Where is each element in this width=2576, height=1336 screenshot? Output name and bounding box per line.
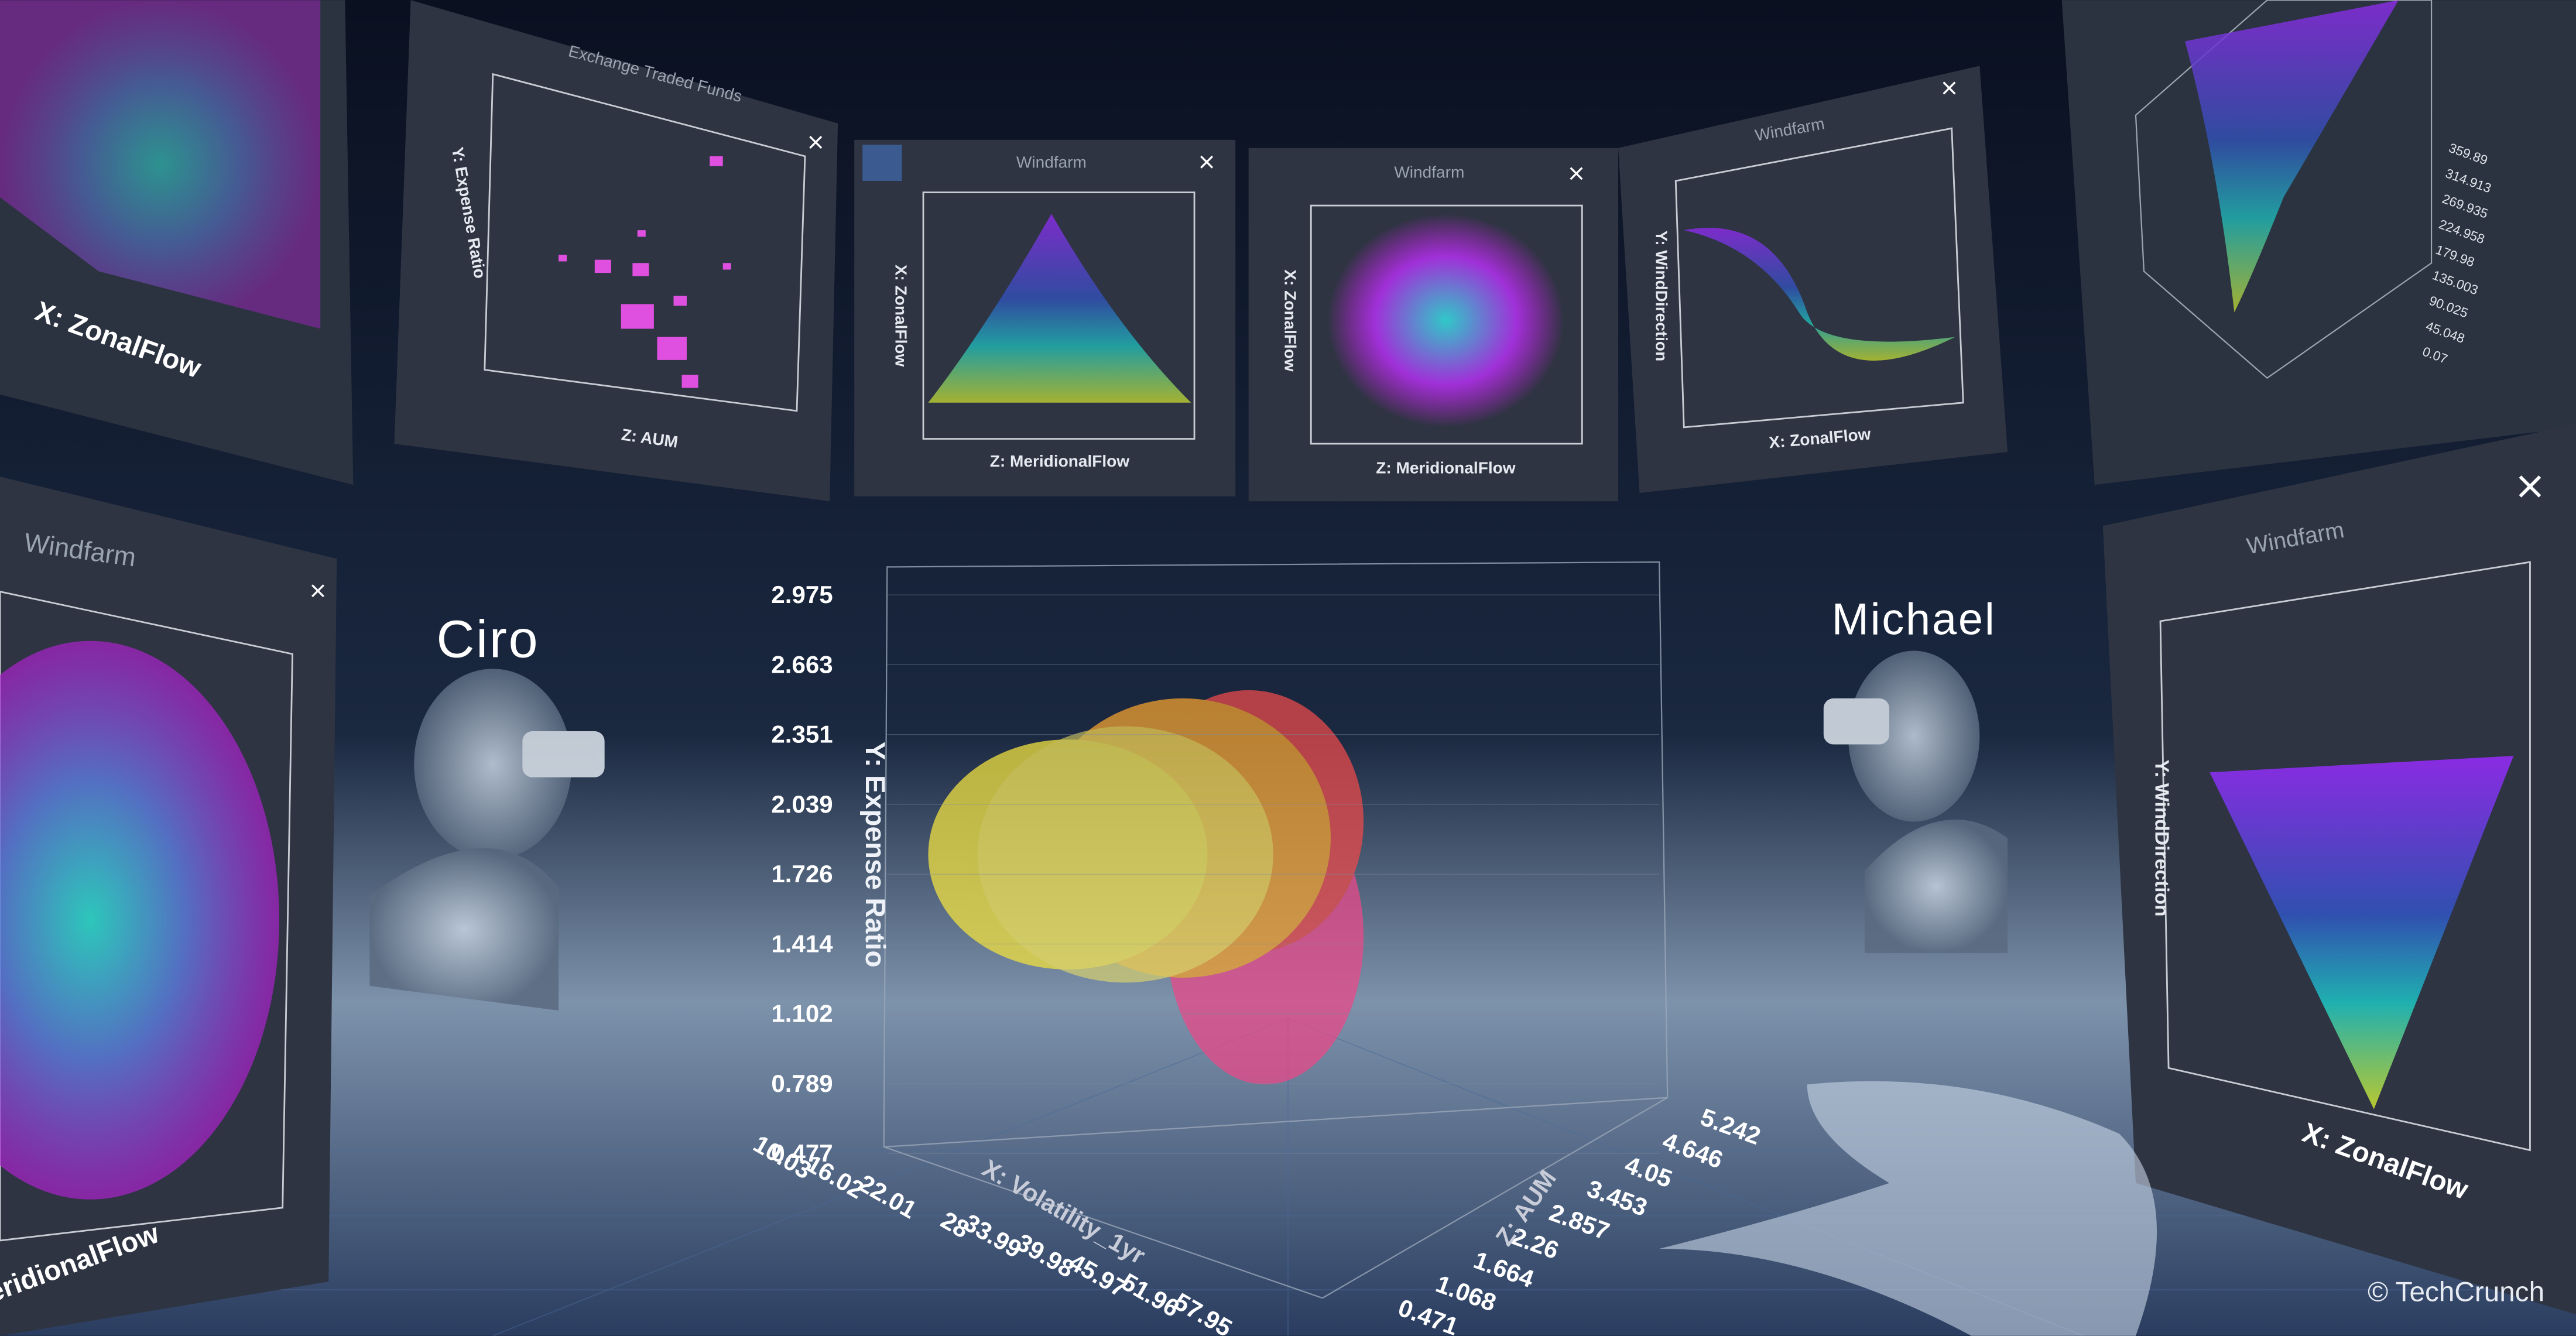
avatar <box>369 669 605 1011</box>
plot <box>2185 0 2399 313</box>
close-button[interactable] <box>1943 81 1956 95</box>
close-button[interactable] <box>1200 155 1214 169</box>
y-tick-label: 1.726 <box>771 860 833 888</box>
plot <box>0 0 321 329</box>
plot <box>1327 214 1564 427</box>
plot-frame <box>2159 561 2531 1152</box>
axis-label: Y: WindDirection <box>2151 759 2173 916</box>
panel <box>394 0 838 502</box>
plot-frame <box>484 73 806 412</box>
axis-label: Y: WindDirection <box>1653 231 1671 362</box>
y-tick-label: 2.039 <box>771 790 833 818</box>
plot-frame <box>922 191 1195 440</box>
close-button[interactable] <box>2519 475 2541 498</box>
y-tick-label: 1.414 <box>771 930 833 957</box>
axis-label: Z: MeridionalFlow <box>1376 458 1516 477</box>
ellipsoids <box>928 690 1364 1085</box>
axis-label: Z: MeridionalFlow <box>990 452 1130 470</box>
plot <box>928 214 1191 403</box>
y-tick-label: 2.351 <box>771 721 833 748</box>
close-button[interactable] <box>1570 167 1583 180</box>
watermark: © TechCrunch <box>2368 1277 2544 1308</box>
plot-frame <box>2135 0 2433 379</box>
menu-button[interactable] <box>862 145 902 181</box>
panel-title: Windfarm <box>1016 153 1087 172</box>
y-tick-label: 2.663 <box>771 650 833 678</box>
user-name: Michael <box>1832 594 1996 644</box>
plot-frame <box>0 591 293 1242</box>
y-tick-label: 0.789 <box>771 1070 833 1097</box>
panel <box>2061 0 2576 485</box>
plot-frame <box>1310 204 1583 445</box>
user-name: Ciro <box>436 611 539 669</box>
y-tick-label: 0.477 <box>771 1139 833 1167</box>
plot <box>1684 228 1955 361</box>
plot <box>559 156 731 388</box>
close-button[interactable] <box>311 584 324 598</box>
y-tick-label: 2.975 <box>771 581 833 608</box>
plot <box>0 640 279 1200</box>
axis-label: X: ZonalFlow <box>1281 269 1299 372</box>
axis-label: X: ZonalFlow <box>892 265 910 367</box>
hand <box>1659 1081 2157 1336</box>
avatar <box>1823 650 2008 953</box>
axis-label: Y: Expense Ratio <box>859 741 890 967</box>
plot-frame <box>1674 127 1964 429</box>
close-button[interactable] <box>809 136 823 149</box>
panel-title: Windfarm <box>1394 163 1464 181</box>
chart-box <box>883 561 1669 1299</box>
y-tick-label: 1.102 <box>771 1000 833 1027</box>
plot <box>2210 756 2514 1109</box>
